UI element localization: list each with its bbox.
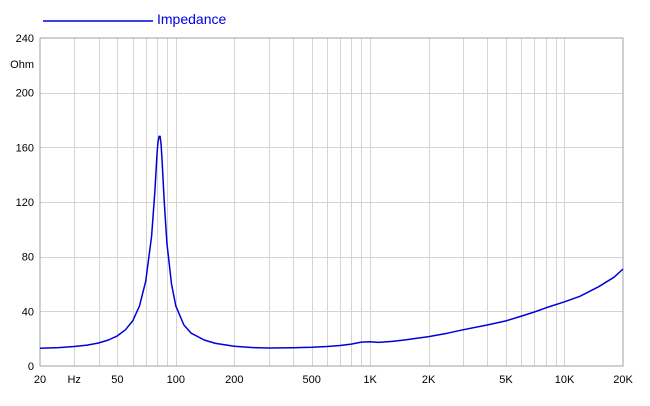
y-tick-label: 200 bbox=[16, 88, 34, 100]
y-tick-label: 40 bbox=[22, 306, 34, 318]
series-line-impedance bbox=[39, 135, 624, 349]
y-tick-labels: 0 40 80 120 160 200 240 bbox=[16, 33, 34, 373]
y-tick-label: 240 bbox=[16, 33, 34, 45]
y-tick-label: 120 bbox=[16, 197, 34, 209]
grid-lines bbox=[40, 38, 623, 366]
series-curves bbox=[39, 135, 624, 349]
legend: Impedance bbox=[43, 11, 226, 27]
x-tick-label: 1K bbox=[363, 374, 377, 386]
x-tick-label: 20 bbox=[34, 374, 46, 386]
x-tick-label: 20K bbox=[613, 374, 633, 386]
x-tick-label: 2K bbox=[422, 374, 436, 386]
legend-label-impedance: Impedance bbox=[157, 11, 226, 27]
x-axis-unit-label: Hz bbox=[67, 374, 80, 386]
x-tick-labels: 20 50 100 200 500 1K 2K 5K 10K 20K bbox=[34, 374, 634, 386]
y-axis-unit-label: Ohm bbox=[10, 59, 34, 71]
x-tick-label: 200 bbox=[225, 374, 243, 386]
y-tick-label: 0 bbox=[28, 361, 34, 373]
x-tick-label: 10K bbox=[555, 374, 575, 386]
x-tick-label: 50 bbox=[111, 374, 123, 386]
y-tick-label: 80 bbox=[22, 252, 34, 264]
x-tick-label: 5K bbox=[499, 374, 513, 386]
x-tick-label: 100 bbox=[167, 374, 185, 386]
y-tick-label: 160 bbox=[16, 142, 34, 154]
x-tick-label: 500 bbox=[302, 374, 320, 386]
plot-frame bbox=[39, 37, 624, 367]
